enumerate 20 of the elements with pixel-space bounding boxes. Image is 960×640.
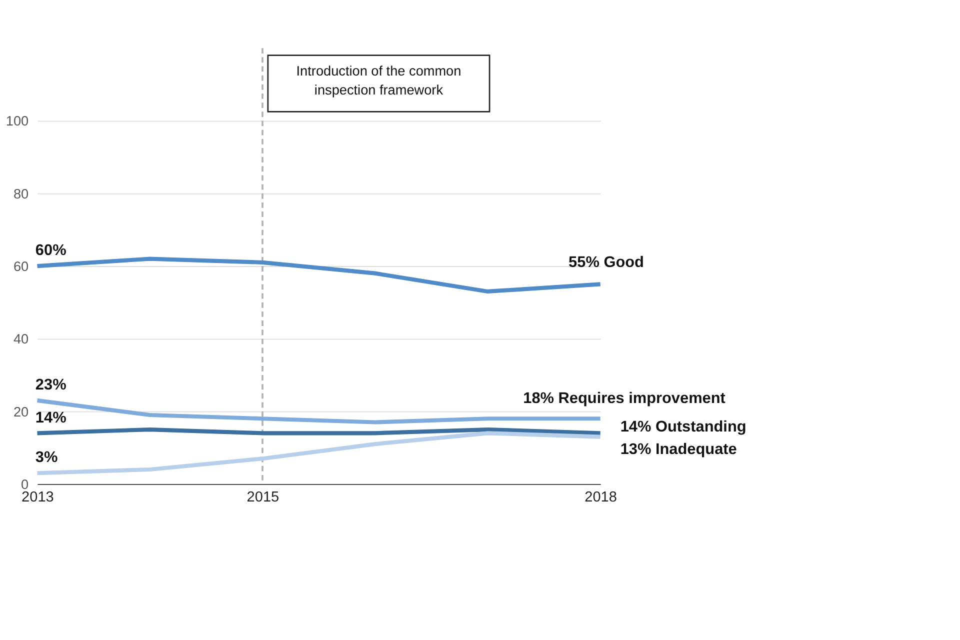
y-tick-label: 0 — [21, 477, 30, 492]
line-series — [35, 256, 602, 294]
text: 13% Inadequate — [620, 441, 737, 458]
text: 14% Outstanding — [620, 418, 746, 436]
y-tick-label: 100 — [6, 114, 30, 129]
x-tick-label: 2013 — [22, 490, 54, 506]
y-tick-label: 80 — [13, 186, 30, 202]
line-series — [35, 431, 602, 476]
data-label: 14% — [35, 409, 67, 426]
data-label: 23% — [35, 376, 67, 394]
text: 18% Requires improvement — [523, 390, 726, 408]
x-tick-label: 2018 — [584, 490, 617, 506]
y-tick-label: 40 — [13, 332, 30, 347]
x-tick-label: 2015 — [246, 490, 280, 506]
data-label: 60% — [35, 242, 67, 260]
text: 55% Good — [568, 254, 644, 271]
y-tick-label: 20 — [13, 404, 30, 420]
y-tick-label: 60 — [13, 259, 30, 274]
data-label: 3% — [35, 449, 58, 466]
ref-line-label: Introduction of the common inspection framework — [296, 63, 462, 98]
